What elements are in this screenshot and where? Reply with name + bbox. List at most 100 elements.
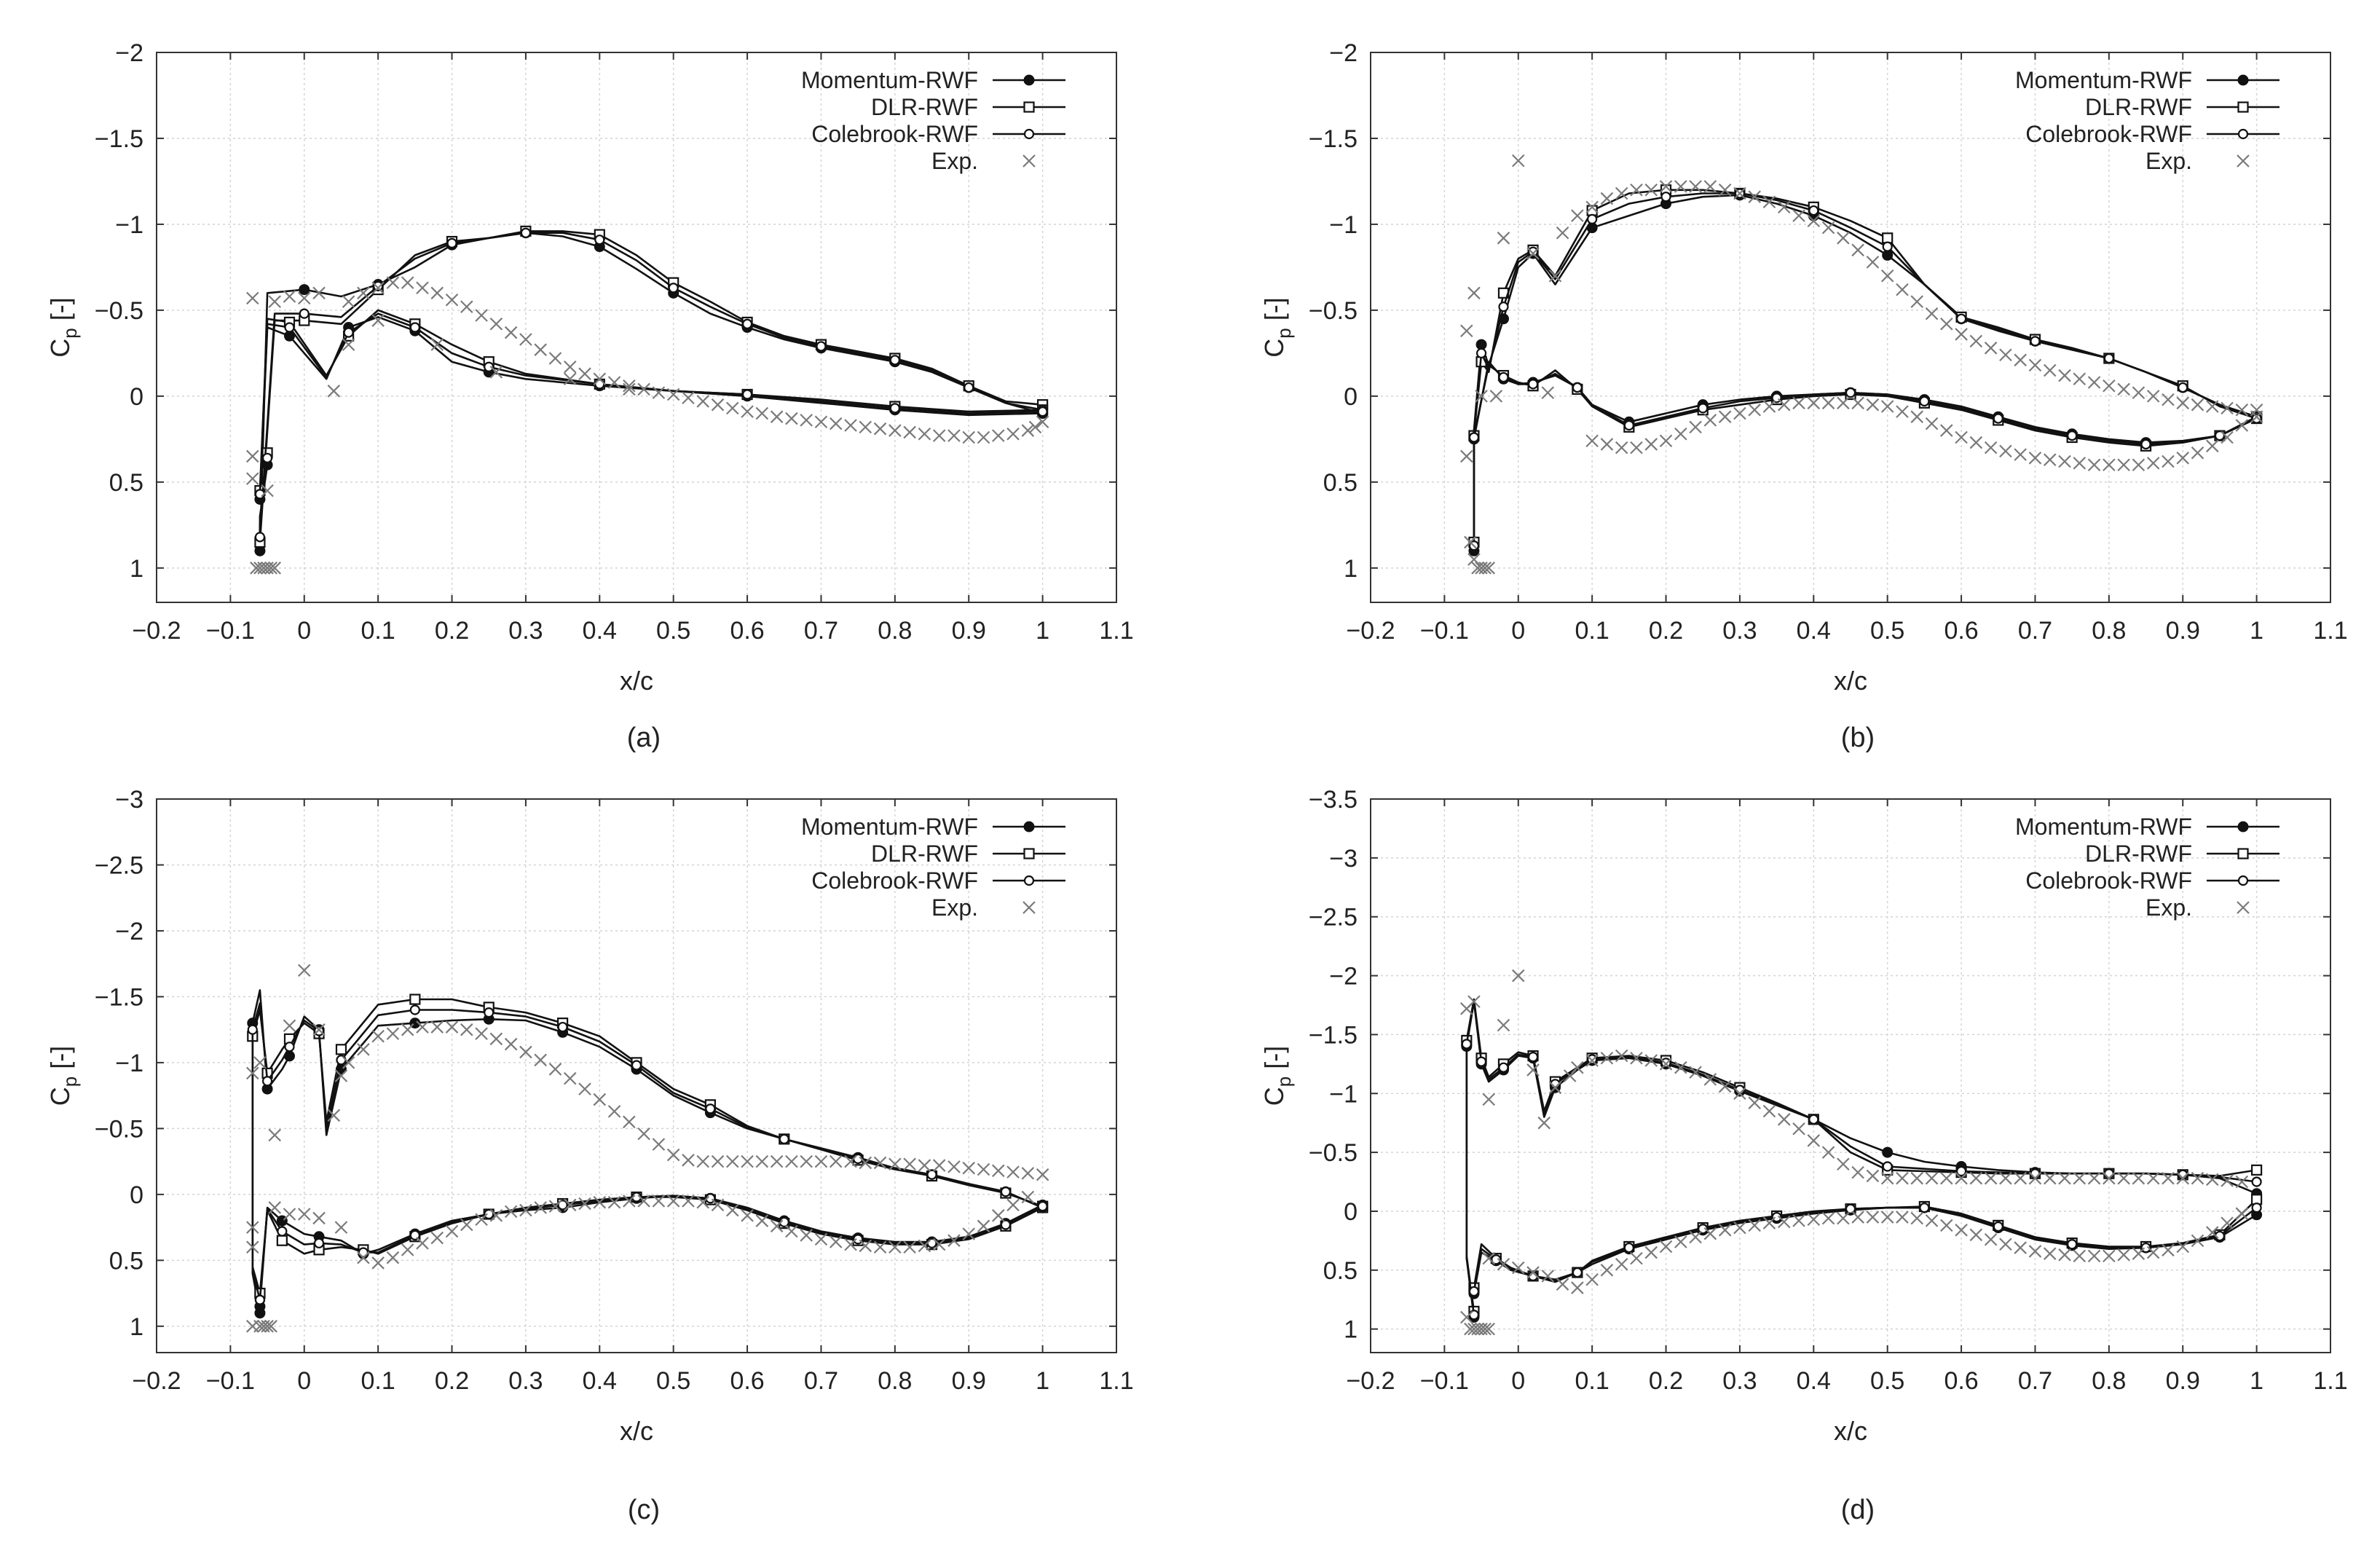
exp-data-point bbox=[1703, 1073, 1717, 1086]
exp-data-point bbox=[1851, 1165, 1864, 1179]
series-line-upper bbox=[1473, 192, 2258, 546]
exp-data-point bbox=[460, 300, 473, 313]
chart-panel-b: −0.2 −0.1 0 0.1 0.2 0.3 0.4 0.5 0.6 0.7 0.8 0.9 1 1.1… bbox=[1259, 39, 2348, 753]
exp-data-point bbox=[475, 309, 488, 322]
exp-data-point bbox=[2221, 1174, 2234, 1187]
exp-data-point bbox=[593, 1195, 607, 1209]
exp-data-point bbox=[977, 1219, 990, 1233]
x-tick-label: −0.2 bbox=[1346, 617, 1395, 645]
exp-data-point bbox=[607, 1105, 621, 1118]
y-tick-label: −2.5 bbox=[95, 851, 143, 879]
exp-data-point bbox=[504, 1205, 518, 1219]
series-marker bbox=[741, 389, 753, 400]
series-marker bbox=[1468, 1286, 1480, 1297]
y-tick-label: 0.5 bbox=[1323, 1257, 1358, 1285]
exp-data-point bbox=[1630, 183, 1643, 197]
exp-data-point bbox=[1511, 969, 1525, 983]
exp-data-point bbox=[623, 382, 636, 396]
legend-marker bbox=[1023, 74, 1035, 86]
y-tick-label: 1 bbox=[1344, 1316, 1358, 1344]
exp-data-point bbox=[1955, 430, 1968, 444]
exp-data-point bbox=[1999, 1171, 2012, 1185]
exp-data-point bbox=[1464, 535, 1477, 549]
exp-data-point bbox=[1548, 1081, 1562, 1094]
exp-data-point bbox=[342, 338, 355, 351]
exp-data-point bbox=[1630, 1051, 1643, 1065]
y-axis-label-unit: [-] bbox=[1259, 297, 1289, 328]
exp-data-point bbox=[261, 1320, 274, 1333]
exp-data-point bbox=[1792, 1214, 1805, 1227]
exp-data-point bbox=[268, 295, 281, 308]
series-marker bbox=[1475, 347, 1487, 358]
exp-data-point bbox=[2235, 403, 2249, 417]
legend-marker bbox=[2237, 154, 2250, 168]
x-tick-label: −0.1 bbox=[206, 617, 255, 645]
exp-data-point bbox=[623, 379, 636, 393]
x-tick-label: 0.1 bbox=[361, 1367, 395, 1395]
y-axis-label-base: C bbox=[1259, 1087, 1289, 1106]
exp-data-point bbox=[1910, 295, 1924, 308]
series-marker bbox=[313, 1238, 325, 1248]
y-tick-label: −1 bbox=[1329, 211, 1358, 239]
y-tick-label: −1.5 bbox=[1309, 1021, 1358, 1049]
exp-data-point bbox=[1837, 1211, 1850, 1225]
series-marker bbox=[1919, 1203, 1930, 1213]
exp-data-point bbox=[593, 372, 607, 386]
exp-data-point bbox=[977, 1162, 990, 1176]
series-marker bbox=[1660, 192, 1671, 202]
exp-data-point bbox=[2028, 1171, 2042, 1185]
y-tick-label: −1 bbox=[115, 1050, 143, 1077]
x-tick-label: 0 bbox=[1511, 1367, 1525, 1395]
exp-data-point bbox=[829, 417, 843, 430]
exp-data-point bbox=[2132, 1247, 2145, 1260]
exp-data-point bbox=[504, 1037, 518, 1051]
exp-data-point bbox=[2250, 410, 2263, 423]
x-axis-label: x/c bbox=[620, 666, 653, 696]
exp-data-point bbox=[386, 1027, 400, 1040]
y-axis-label-unit: [-] bbox=[45, 297, 75, 328]
exp-data-point bbox=[1969, 436, 1983, 449]
exp-data-point bbox=[1837, 1157, 1850, 1171]
legend-label: Exp. bbox=[2145, 148, 2192, 174]
series-dlr-rwf bbox=[254, 225, 1049, 548]
series-marker bbox=[1882, 249, 1894, 261]
exp-data-point bbox=[489, 1032, 503, 1046]
exp-data-point bbox=[637, 1195, 650, 1208]
exp-data-point bbox=[607, 376, 621, 389]
exp-data-point bbox=[297, 291, 311, 305]
exp-data-point bbox=[2103, 1249, 2116, 1263]
y-tick-label: 1 bbox=[130, 1313, 143, 1341]
series-marker bbox=[557, 1200, 568, 1211]
exp-data-point bbox=[1021, 424, 1035, 437]
series-marker bbox=[1993, 413, 2003, 424]
exp-data-point bbox=[903, 1157, 916, 1171]
exp-data-point bbox=[1021, 1167, 1035, 1180]
exp-data-point bbox=[844, 1238, 857, 1251]
exp-data-point bbox=[682, 1195, 695, 1208]
y-tick-label: −2 bbox=[1329, 963, 1358, 991]
plot-area bbox=[1460, 969, 2263, 1336]
exp-data-point bbox=[726, 1154, 739, 1168]
y-tick-label: −0.5 bbox=[1309, 1139, 1358, 1167]
exp-data-point bbox=[1792, 396, 1805, 410]
exp-data-point bbox=[2191, 398, 2204, 412]
series-marker bbox=[1491, 1254, 1502, 1265]
exp-data-point bbox=[1880, 1211, 1894, 1224]
y-tick-label: 0 bbox=[130, 1181, 143, 1209]
exp-data-point bbox=[2206, 1173, 2219, 1187]
exp-data-point bbox=[1674, 180, 1687, 193]
exp-data-point bbox=[504, 326, 518, 339]
x-tick-label: 0.8 bbox=[878, 1367, 912, 1395]
y-axis-label-base: C bbox=[45, 339, 75, 358]
legend-marker bbox=[2237, 821, 2249, 833]
exp-data-point bbox=[844, 419, 857, 432]
exp-data-point bbox=[1659, 1058, 1673, 1071]
exp-data-point bbox=[578, 1197, 591, 1211]
exp-data-point bbox=[696, 1195, 710, 1209]
exp-data-point bbox=[2103, 1171, 2116, 1185]
exp-data-point bbox=[430, 286, 444, 300]
exp-data-point bbox=[1718, 410, 1732, 423]
legend-label: Colebrook-RWF bbox=[811, 867, 978, 894]
